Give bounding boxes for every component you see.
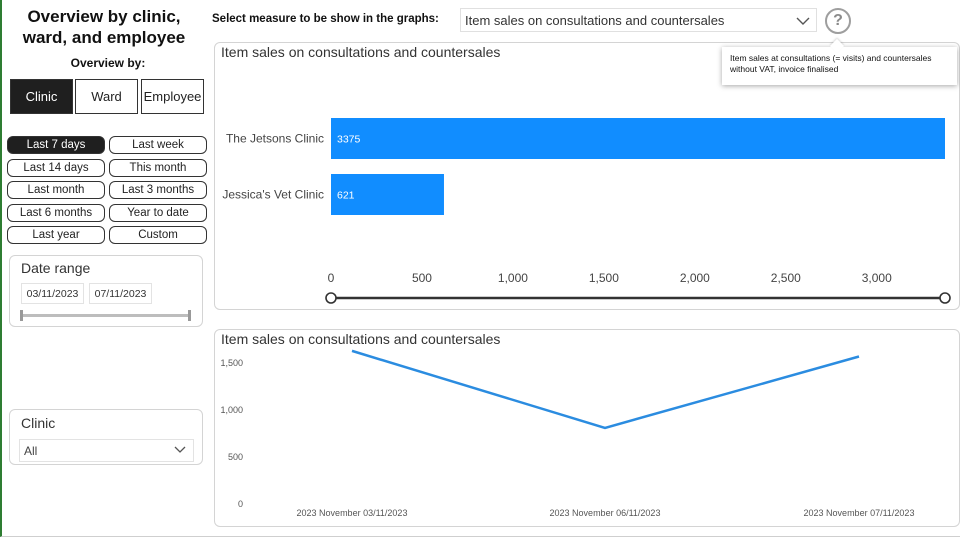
line-point-2[interactable] <box>856 354 862 360</box>
period-last-6-months[interactable]: Last 6 months <box>7 204 105 222</box>
date-end-input[interactable]: 07/11/2023 <box>89 283 152 304</box>
clinic-dropdown[interactable]: All <box>19 439 194 462</box>
period-last-14-days[interactable]: Last 14 days <box>7 159 105 177</box>
bar-category-label-jessica-s-vet-clinic: Jessica's Vet Clinic <box>222 188 324 202</box>
x-range-slider-end-handle[interactable] <box>939 292 951 304</box>
bar-category-label-the-jetsons-clinic: The Jetsons Clinic <box>226 132 324 146</box>
line-chart-title: Item sales on consultations and counters… <box>221 331 501 347</box>
measure-label: Select measure to be show in the graphs: <box>212 13 439 25</box>
x-tick-label-3000: 3,000 <box>862 271 892 285</box>
date-range-title: Date range <box>21 260 91 276</box>
chevron-down-icon <box>796 17 810 25</box>
overview-by-label: Overview by: <box>70 56 146 70</box>
period-year-to-date[interactable]: Year to date <box>109 204 207 222</box>
bar-jessica-s-vet-clinic[interactable] <box>331 174 444 215</box>
measure-dropdown-value: Item sales on consultations and counters… <box>465 12 725 28</box>
y-tick-label-1500: 1,500 <box>220 358 243 368</box>
measure-dropdown[interactable]: Item sales on consultations and counters… <box>460 8 817 32</box>
page-title: Overview by clinic, ward, and employee <box>14 6 194 48</box>
period-this-month[interactable]: This month <box>109 159 207 177</box>
bar-data-label-jessica-s-vet-clinic: 621 <box>337 190 355 202</box>
clinic-filter-title: Clinic <box>21 415 56 431</box>
x-range-slider-start-handle[interactable] <box>325 292 337 304</box>
line-point-0[interactable] <box>349 348 355 354</box>
y-tick-label-1000: 1,000 <box>220 405 243 415</box>
period-last-3-months[interactable]: Last 3 months <box>109 181 207 199</box>
date-slider-start-handle[interactable] <box>20 310 23 321</box>
period-last-7-days[interactable]: Last 7 days <box>7 136 105 154</box>
bar-chart: The Jetsons Clinic 3375 Jessica's Vet Clin… <box>222 118 951 304</box>
date-range-slider[interactable] <box>21 314 190 317</box>
period-custom[interactable]: Custom <box>109 226 207 244</box>
x-tick-label-0: 0 <box>328 271 335 285</box>
x-tick-label-1000: 1,000 <box>498 271 528 285</box>
mode-button-ward[interactable]: Ward <box>75 79 138 114</box>
date-start-input[interactable]: 03/11/2023 <box>21 283 84 304</box>
clinic-dropdown-value: All <box>24 443 38 458</box>
line-chart: 0 500 1,000 1,500 2023 November 03/11/2023 20… <box>220 348 915 518</box>
period-last-month[interactable]: Last month <box>7 181 105 199</box>
x-tick-label-2500: 2,500 <box>771 271 801 285</box>
period-last-year[interactable]: Last year <box>7 226 105 244</box>
x-tick-label-500: 500 <box>412 271 432 285</box>
x-tick-label-2000: 2,000 <box>680 271 710 285</box>
clinic-filter-card <box>9 409 203 465</box>
line-series[interactable] <box>351 349 860 430</box>
period-last-week[interactable]: Last week <box>109 136 207 154</box>
measure-tooltip: Item sales at consultations (= visits) a… <box>722 47 957 85</box>
x-tick-label-1: 2023 November 06/11/2023 <box>550 508 661 518</box>
page-title-line-1: Overview by clinic, <box>27 7 181 26</box>
page-title-line-2: ward, and employee <box>22 28 186 47</box>
bar-data-label-the-jetsons-clinic: 3375 <box>337 134 361 146</box>
line-point-1[interactable] <box>602 425 608 431</box>
mode-button-clinic[interactable]: Clinic <box>10 79 73 114</box>
x-tick-label-0: 2023 November 03/11/2023 <box>297 508 408 518</box>
chevron-down-icon <box>174 446 186 453</box>
bar-chart-title: Item sales on consultations and counters… <box>221 44 501 60</box>
y-tick-label-0: 0 <box>238 499 243 509</box>
bar-the-jetsons-clinic[interactable] <box>331 118 945 159</box>
x-tick-label-2: 2023 November 07/11/2023 <box>804 508 915 518</box>
help-icon[interactable]: ? <box>825 8 851 34</box>
mode-button-employee[interactable]: Employee <box>141 79 204 114</box>
y-tick-label-500: 500 <box>228 452 243 462</box>
date-slider-end-handle[interactable] <box>188 310 191 321</box>
x-tick-label-1500: 1,500 <box>589 271 619 285</box>
